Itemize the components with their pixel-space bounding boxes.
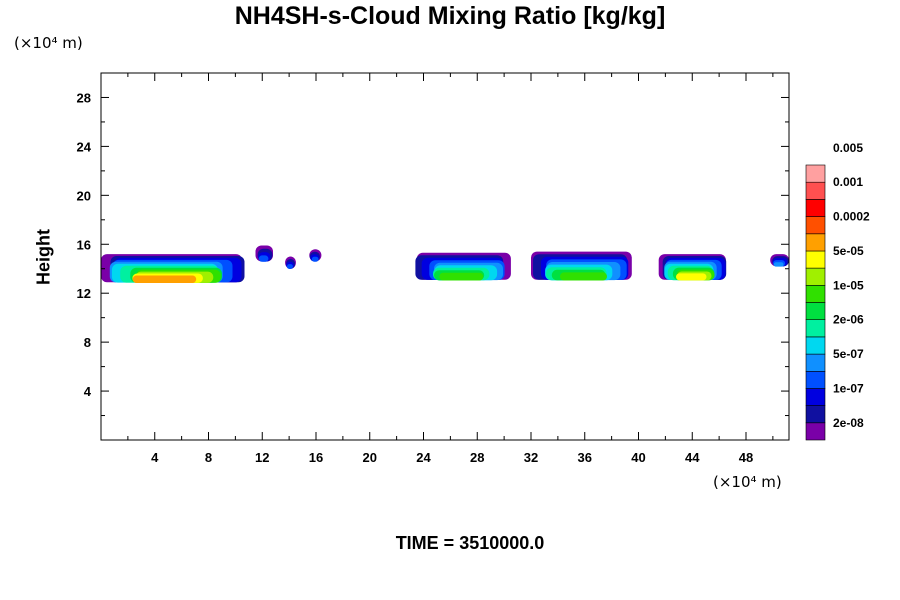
colorbar-swatch xyxy=(805,267,826,286)
cloud-2 xyxy=(255,245,273,262)
colorbar-label: 1e-07 xyxy=(833,381,864,395)
y-tick-label: 28 xyxy=(77,90,91,105)
x-unit-label: (×10⁴ m) xyxy=(713,473,782,491)
colorbar-swatch xyxy=(805,370,826,389)
x-tick-label: 48 xyxy=(739,450,753,465)
colorbar-swatch xyxy=(805,216,826,235)
colorbar-swatch xyxy=(805,164,826,183)
colorbar-label: 0.001 xyxy=(833,175,863,189)
y-tick-label: 16 xyxy=(77,237,91,252)
cloud-3 xyxy=(285,256,296,269)
y-tick-label: 4 xyxy=(84,384,92,399)
x-tick-label: 40 xyxy=(631,450,645,465)
x-tick-label: 32 xyxy=(524,450,538,465)
cloud-level-3 xyxy=(311,256,319,262)
cloud-level-3 xyxy=(258,255,269,262)
colorbar-label: 0.0002 xyxy=(833,210,870,224)
x-tick-label: 8 xyxy=(205,450,212,465)
colorbar-swatch xyxy=(805,284,826,303)
colorbar-swatch xyxy=(805,199,826,217)
cloud-level-11 xyxy=(132,275,197,283)
y-tick-label: 24 xyxy=(77,139,92,154)
colorbar-label: 0.005 xyxy=(833,141,863,155)
x-tick-label: 24 xyxy=(416,450,431,465)
colorbar-label: 2e-08 xyxy=(833,416,864,430)
cloud-7 xyxy=(658,254,727,281)
x-tick-label: 36 xyxy=(578,450,592,465)
colorbar-swatch xyxy=(805,233,826,252)
plot-frame xyxy=(100,72,790,441)
colorbar-swatch xyxy=(805,302,826,321)
colorbar-swatch xyxy=(805,319,826,338)
cloud-field xyxy=(101,245,789,283)
colorbar-swatch xyxy=(805,405,826,424)
colorbar-swatch xyxy=(805,336,826,355)
colorbar-swatch xyxy=(805,250,826,269)
time-footer: TIME = 3510000.0 xyxy=(395,533,545,553)
cloud-6 xyxy=(531,251,632,281)
colorbar-label: 5e-07 xyxy=(833,347,864,361)
x-tick-label: 12 xyxy=(255,450,269,465)
y-tick-label: 8 xyxy=(84,335,91,350)
colorbar-label: 2e-06 xyxy=(833,313,864,327)
chart-title: NH4SH-s-Cloud Mixing Ratio [kg/kg] xyxy=(234,2,666,30)
x-tick-label: 28 xyxy=(470,450,484,465)
colorbar-label: 1e-05 xyxy=(833,278,864,292)
cloud-5 xyxy=(415,252,511,281)
x-tick-label: 44 xyxy=(685,450,700,465)
x-tick-label: 16 xyxy=(309,450,323,465)
cloud-1 xyxy=(101,254,245,283)
y-tick-label: 12 xyxy=(77,286,91,301)
colorbar-swatch xyxy=(805,181,826,200)
colorbar-swatch xyxy=(805,353,826,372)
cloud-level-4 xyxy=(773,262,784,267)
cloud-level-8 xyxy=(560,272,607,281)
colorbar: 2e-08 1e-07 5e-07 2e-06 1e-05 5e-05 0.0002 0.00… xyxy=(805,141,870,441)
cloud-8 xyxy=(770,254,789,267)
x-tick-label: 4 xyxy=(151,450,159,465)
cloud-level-8 xyxy=(439,272,484,281)
colorbar-label: 5e-05 xyxy=(833,244,864,258)
cloud-level-10 xyxy=(676,273,707,281)
x-tick-label: 20 xyxy=(363,450,377,465)
y-unit-label: (×10⁴ m) xyxy=(14,34,83,52)
y-tick-label: 20 xyxy=(77,188,91,203)
cloud-4 xyxy=(309,249,322,262)
cloud-level-3 xyxy=(287,264,293,269)
colorbar-swatch xyxy=(805,388,826,406)
colorbar-swatch xyxy=(805,422,826,441)
